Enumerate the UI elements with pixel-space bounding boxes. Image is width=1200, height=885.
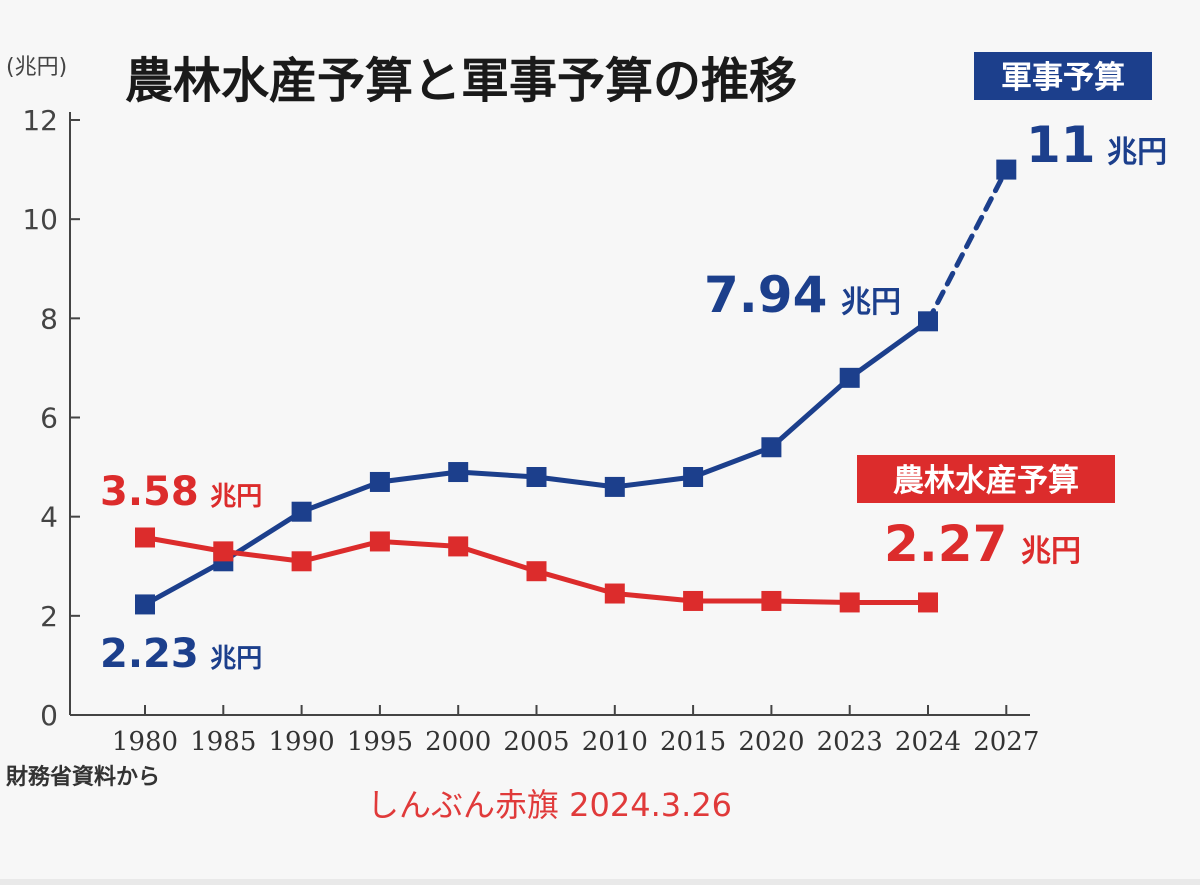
series-military-segment [768, 375, 853, 450]
legend-badge-military [974, 52, 1152, 100]
series-agriculture-point [526, 561, 547, 582]
legend-label-agriculture: 農林水産予算 [893, 463, 1079, 499]
bottom-strip [0, 879, 1200, 885]
annotation-agriculture-1980: 3.58 兆円 [100, 469, 262, 515]
y-tick-label: 8 [40, 302, 58, 335]
series-agriculture-segment [220, 548, 305, 564]
source-note: 財務省資料から [6, 764, 160, 790]
series-agriculture-point [213, 541, 234, 562]
series-military-segment [925, 167, 1009, 324]
y-tick-label: 2 [40, 600, 58, 633]
y-tick-label: 6 [40, 402, 58, 435]
y-tick-label: 4 [40, 501, 58, 534]
series-agriculture-point [369, 531, 390, 552]
chart-labels: 農林水産予算と軍事予算の推移 (兆円) 財務省資料から しんぶん赤旗 2024.… [6, 52, 1167, 824]
series-military-segment [142, 558, 226, 607]
x-tick-label: 2027 [973, 727, 1039, 757]
y-unit-label: (兆円) [6, 55, 67, 80]
series-military-point [761, 437, 782, 458]
annotation-military-2024: 7.94 兆円 [704, 266, 901, 324]
series-agriculture-point [839, 592, 860, 613]
series-agriculture-point [761, 590, 782, 611]
x-tick-label: 1980 [112, 727, 178, 757]
series-military-point [604, 476, 625, 497]
annotation-military-1980: 2.23 兆円 [100, 631, 262, 677]
credit-line: しんぶん赤旗 2024.3.26 [367, 786, 732, 824]
x-tick-label: 2023 [817, 727, 883, 757]
series-agriculture-point [135, 527, 155, 548]
legend-badge-agriculture [857, 455, 1115, 503]
y-tick-label: 10 [22, 203, 58, 236]
series-agriculture-point [604, 583, 625, 604]
series-military-point [996, 159, 1017, 180]
annotation-unit: 兆円 [841, 285, 901, 320]
annotation-value: 2.27 [884, 515, 1007, 573]
x-tick-label: 1990 [269, 727, 335, 757]
series-military-point [291, 501, 312, 522]
annotation-value: 7.94 [704, 266, 827, 324]
legend-label-military: 軍事予算 [1001, 60, 1125, 96]
x-tick-label: 2015 [660, 727, 726, 757]
x-tick-label: 2000 [425, 727, 491, 757]
y-tick-label: 12 [22, 104, 58, 137]
x-tick-label: 1985 [190, 727, 256, 757]
series-agriculture-segment [142, 534, 226, 554]
x-tick-label: 2024 [895, 727, 961, 757]
series-military-point [369, 471, 390, 492]
annotation-military-2027: 11 兆円 [1026, 116, 1167, 174]
x-tick-label: 2010 [582, 727, 648, 757]
annotation-unit: 兆円 [1021, 534, 1081, 569]
series-agriculture-segment [377, 538, 461, 549]
series-military-segment [690, 444, 774, 480]
series-military-point [918, 311, 938, 332]
series-agriculture-point [918, 592, 938, 613]
series-military-segment [847, 318, 931, 381]
x-tick-label: 2020 [738, 727, 804, 757]
chart-series [135, 159, 1017, 615]
series-military-point [448, 462, 469, 483]
y-tick-label: 0 [40, 699, 58, 732]
series-military-point [683, 467, 704, 487]
chart-axes: 0 2 4 6 8 10 12 1980 1985 1990 1995 2000 2005 2010 201… [22, 104, 1039, 757]
annotation-agriculture-2024: 2.27 兆円 [884, 515, 1081, 573]
series-military-point [839, 367, 860, 388]
series-agriculture-segment [534, 568, 618, 597]
series-military-segment [612, 474, 696, 490]
x-tick-label: 1995 [347, 727, 413, 757]
annotation-value: 11 [1026, 116, 1096, 174]
series-agriculture-segment [455, 543, 539, 574]
series-agriculture-point [448, 536, 469, 557]
annotation-unit: 兆円 [210, 482, 262, 512]
series-military-point [526, 467, 547, 487]
annotation-value: 3.58 [100, 469, 199, 515]
series-agriculture-segment [299, 538, 383, 564]
series-military-segment [299, 479, 383, 515]
series-agriculture-point [683, 590, 704, 611]
x-tick-label: 2005 [503, 727, 569, 757]
series-military-point [135, 594, 155, 615]
series-agriculture-segment [768, 598, 853, 605]
series-military-segment [377, 469, 461, 485]
series-agriculture-point [291, 551, 312, 572]
series-agriculture-segment [612, 591, 696, 604]
annotation-unit: 兆円 [1107, 135, 1167, 170]
series-military-segment [534, 474, 618, 490]
chart-title: 農林水産予算と軍事予算の推移 [125, 53, 797, 109]
annotation-value: 2.23 [100, 631, 199, 677]
annotation-unit: 兆円 [210, 644, 262, 674]
series-military-segment [455, 469, 539, 480]
